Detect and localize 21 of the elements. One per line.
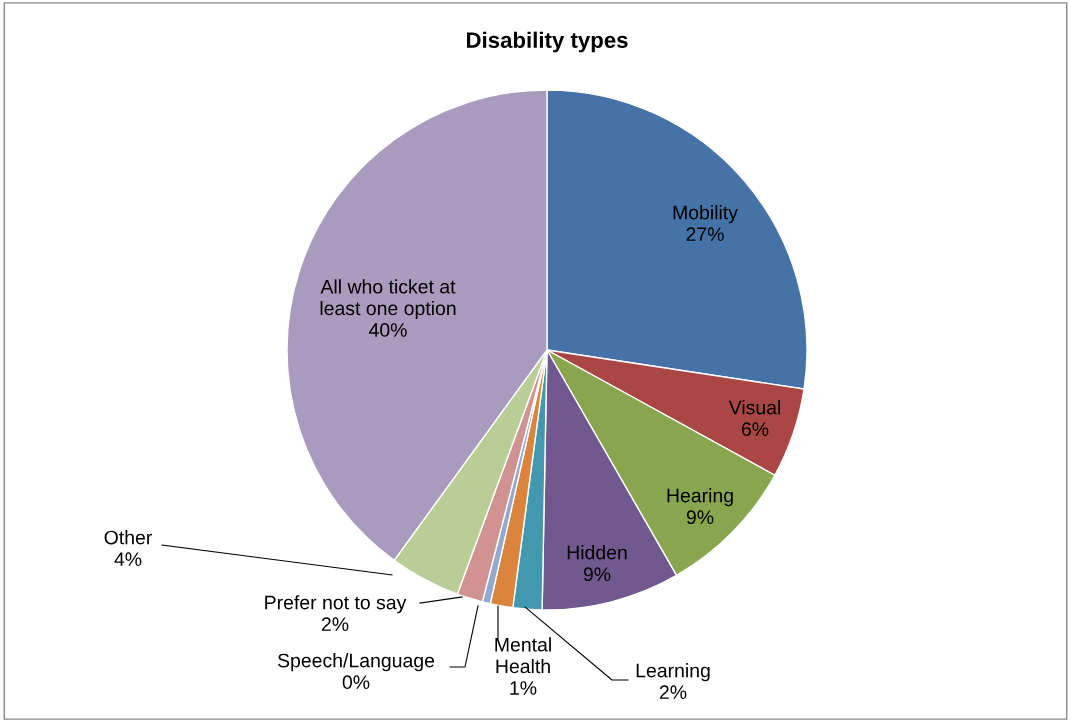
slice-label: Mobility xyxy=(673,205,738,224)
data-label: 27% xyxy=(686,227,724,241)
slice-label: Prefer not to say xyxy=(265,595,407,614)
data-label: 2% xyxy=(659,685,687,699)
slice-label: Other xyxy=(104,530,152,545)
data-label: 40% xyxy=(368,323,407,337)
slice-label: Learning xyxy=(636,663,710,682)
slice-label: Hearing xyxy=(667,488,733,507)
data-label: 6% xyxy=(741,422,769,437)
data-label: 0% xyxy=(342,675,370,690)
chart-title: Disability types xyxy=(466,31,628,53)
data-label: 1% xyxy=(510,681,537,695)
data-label: 4% xyxy=(114,552,142,566)
slice-label: All who ticket at least one option xyxy=(320,279,456,320)
slice-label: Speech/Language xyxy=(277,653,435,672)
data-label: 2% xyxy=(321,617,349,631)
slice-label: Hidden xyxy=(567,545,627,560)
slice-label: Mental Health xyxy=(495,637,551,674)
data-label: 9% xyxy=(686,510,714,525)
slice-label: Visual xyxy=(728,400,781,415)
data-label: 9% xyxy=(583,567,611,582)
